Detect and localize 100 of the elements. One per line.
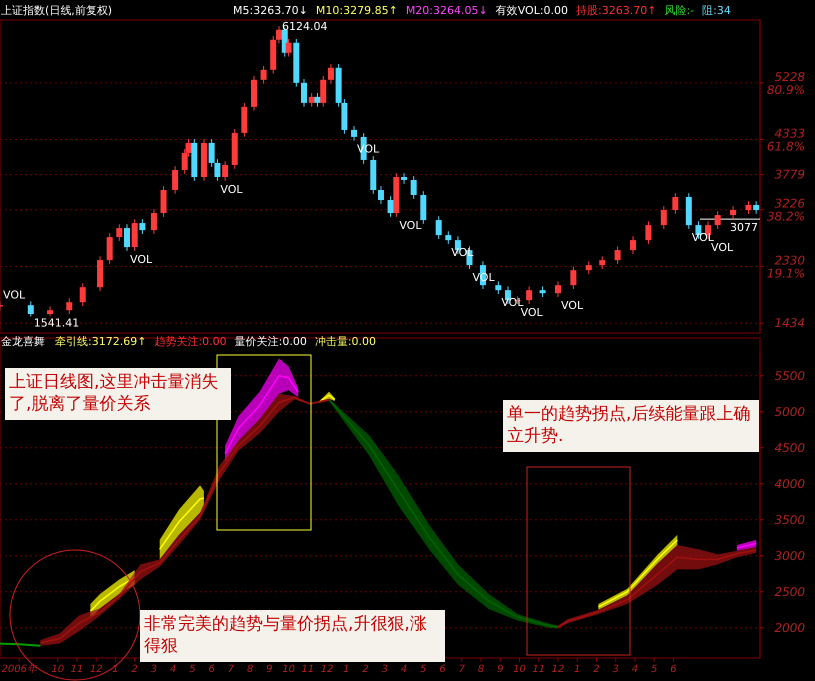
- annotation: 单一的趋势拐点,后续能量跟上确立升势.: [507, 404, 750, 446]
- candlestick: [378, 186, 384, 204]
- candlestick: [745, 200, 752, 214]
- x-tick-label: 2: [593, 664, 600, 675]
- x-tick-label: 4: [632, 664, 638, 675]
- text: 持股:3263.70↑: [576, 4, 656, 17]
- candlestick: [276, 26, 282, 44]
- x-tick-label: 1: [343, 664, 350, 675]
- candlestick: [570, 266, 576, 290]
- candlestick: [388, 196, 394, 218]
- x-tick-label: 11: [70, 664, 84, 675]
- y-tick-label: 2000: [774, 620, 806, 635]
- x-tick-label: 12: [320, 664, 334, 675]
- candlestick: [172, 166, 178, 194]
- candlestick: [540, 286, 546, 298]
- x-tick-label: 9: [266, 664, 273, 675]
- candlestick: [599, 256, 606, 270]
- text: 趋势关注:0.00: [154, 335, 227, 348]
- candlestick: [116, 224, 122, 242]
- y-tick-label: 4500: [774, 440, 806, 455]
- x-tick-label: 10: [282, 664, 295, 675]
- x-tick-label: 7: [458, 664, 466, 675]
- candlestick: [586, 260, 592, 274]
- x-tick-label: 6: [208, 664, 215, 675]
- x-tick-label: 5: [650, 664, 658, 675]
- candlestick: [410, 176, 417, 200]
- annotation: 6124.04: [282, 20, 328, 34]
- candlestick: [660, 206, 667, 230]
- candlestick: [672, 192, 678, 214]
- chart-title: 上证指数(日线,前复权): [1, 4, 112, 17]
- candlestick: [28, 300, 34, 317]
- text: 量价关注:0.00: [234, 335, 307, 348]
- x-tick-label: 3: [612, 664, 619, 675]
- candlestick: [314, 92, 320, 108]
- y-tick-label: 2500: [774, 584, 806, 599]
- candlestick: [222, 160, 228, 182]
- candlestick: [308, 92, 315, 108]
- annotation: VOL: [3, 288, 26, 302]
- x-tick-label: 9: [497, 664, 504, 675]
- annotation: VOL: [130, 252, 153, 266]
- x-tick-label: 7: [228, 664, 235, 675]
- x-tick-label: 4: [400, 664, 408, 675]
- annotation: VOL: [399, 218, 422, 232]
- y-tick-label: 1434: [774, 316, 805, 330]
- candlestick: [495, 280, 502, 294]
- candlestick: [260, 66, 267, 84]
- candlestick: [106, 232, 113, 264]
- annotation: VOL: [220, 182, 244, 196]
- x-tick-label: 11: [301, 664, 314, 675]
- candlestick: [47, 306, 54, 316]
- text: 风险:-: [664, 4, 694, 17]
- y-tick-label: 3226 38.2%: [766, 196, 806, 224]
- x-tick-label: 12: [90, 664, 103, 675]
- chart-title: 金龙喜舞: [1, 335, 45, 348]
- text: 牵引线:3172.69↑: [55, 335, 146, 348]
- x-tick-label: 10: [513, 664, 526, 675]
- candlestick: [66, 298, 72, 314]
- x-tick-label: 10: [51, 664, 64, 675]
- x-tick-label: 8: [246, 664, 254, 675]
- ref-line-label: 3077: [730, 221, 758, 234]
- y-tick-label: 4333 61.8%: [766, 126, 805, 154]
- y-tick-label: 5000: [774, 404, 806, 419]
- x-tick-label: 5: [420, 664, 426, 675]
- y-tick-label: 2330 19.1%: [766, 253, 806, 280]
- candlestick: [286, 38, 292, 58]
- text: 阻:34: [702, 4, 731, 17]
- y-tick-label: 5228 80.9%: [766, 70, 806, 97]
- candlestick: [124, 224, 130, 252]
- candlestick: [80, 282, 86, 307]
- y-tick-label: 3779: [774, 168, 805, 182]
- text: M20:3264.05↓: [406, 4, 488, 17]
- x-tick-label: 11: [532, 664, 546, 675]
- candlestick: [214, 158, 220, 182]
- candlestick: [301, 78, 307, 108]
- x-tick-label: 2: [362, 664, 369, 675]
- y-tick-label: 5500: [774, 368, 806, 383]
- y-tick-label: 4000: [774, 476, 806, 491]
- annotation: 非常完美的趋势与量价拐点,升很狠,涨得狠: [144, 614, 427, 656]
- annotation: 1541.41: [34, 316, 80, 330]
- x-tick-label: 6: [670, 664, 677, 675]
- candlestick: [630, 236, 636, 254]
- candlestick: [554, 280, 561, 298]
- candlestick: [401, 172, 408, 184]
- x-tick-label: 5: [189, 664, 196, 675]
- text: 冲击量:0.00: [314, 335, 376, 348]
- candlestick: [730, 206, 736, 220]
- x-tick-label: 2: [131, 664, 138, 675]
- candlestick: [320, 76, 326, 108]
- candlestick: [351, 126, 358, 142]
- candlestick: [328, 63, 334, 84]
- annotation: 上证日线图,这里冲击量消失了,脱离了量价关系: [9, 372, 218, 414]
- text: 有效VOL:0.00: [496, 4, 568, 17]
- candlestick: [150, 208, 157, 234]
- x-tick-label: 4: [170, 664, 176, 675]
- x-tick-label: 1: [112, 664, 119, 675]
- candlestick: [714, 210, 721, 230]
- candlestick: [139, 218, 146, 234]
- candlestick: [436, 216, 442, 240]
- text: M10:3279.85↑: [316, 4, 398, 17]
- x-tick-label: 2006年: [2, 663, 38, 675]
